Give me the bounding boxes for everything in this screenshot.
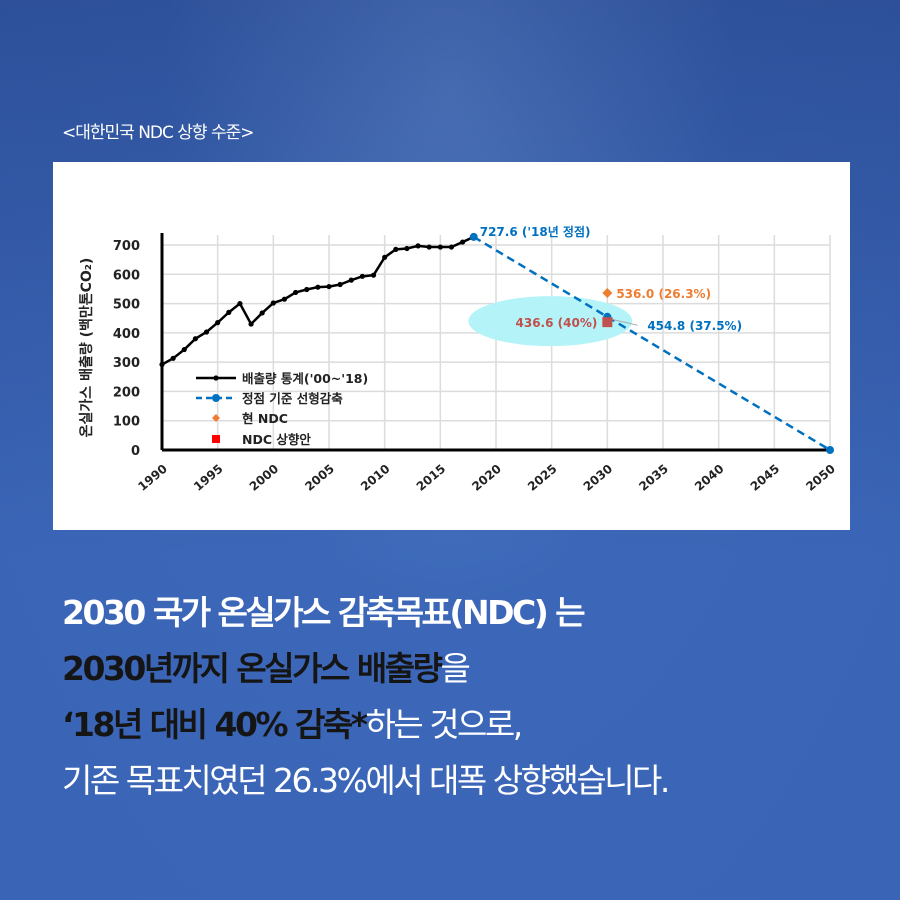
y-tick-label: 700 <box>113 239 140 254</box>
annotation-raised-ndc: 436.6 (40%) <box>516 316 598 330</box>
text-line-2-bold: 2030년까지 온실가스 배출량 <box>62 649 443 688</box>
text-line-3-bold: ‘18년 대비 40% 감축* <box>62 705 368 744</box>
x-tick-label: 1990 <box>135 462 170 494</box>
data-point-emissions <box>259 310 265 316</box>
data-point-emissions <box>448 244 455 250</box>
legend-marker-current-ndc <box>212 414 220 422</box>
y-tick-label: 600 <box>113 268 140 283</box>
data-point-current-ndc <box>602 288 613 299</box>
text-line-2: 2030년까지 온실가스 배출량을 <box>62 641 668 697</box>
x-tick-label: 2000 <box>247 462 282 494</box>
data-point-raised-ndc <box>602 317 613 328</box>
legend-label: 배출량 통계('00~'18) <box>242 371 368 386</box>
y-axis-label: 온실가스 배출량 (백만톤CO₂) <box>78 258 95 438</box>
data-point-emissions <box>359 273 365 279</box>
y-tick-label: 500 <box>113 298 140 313</box>
x-tick-label: 2045 <box>748 462 783 494</box>
data-point-emissions <box>304 286 310 293</box>
series-line-emissions <box>161 235 475 366</box>
data-point-emissions <box>404 245 410 252</box>
data-point-emissions <box>460 239 466 245</box>
x-tick-label: 1995 <box>191 462 226 494</box>
text-line-4: 기존 목표치였던 26.3%에서 대폭 상향했습니다. <box>62 761 670 800</box>
x-tick-label: 2005 <box>302 462 337 494</box>
data-point-emissions <box>181 346 187 353</box>
data-point-emissions <box>326 283 332 290</box>
data-point-emissions <box>226 309 232 315</box>
text-line-3-rest: 하는 것으로, <box>365 705 523 744</box>
annotation-linear: 454.8 (37.5%) <box>647 319 742 333</box>
data-point-emissions <box>393 246 399 252</box>
y-tick-label: 300 <box>113 356 140 371</box>
data-point-emissions <box>348 277 354 283</box>
x-tick-label: 2035 <box>636 462 671 494</box>
legend-label: NDC 상향안 <box>242 432 311 447</box>
data-point-emissions <box>159 361 165 368</box>
data-point-emissions <box>370 272 377 278</box>
data-point-emissions <box>415 243 421 249</box>
data-point-linear <box>826 446 834 454</box>
chart-panel: 0 100 200 300 400 500 600 700 1990 1995 2000 2005 20… <box>53 162 850 530</box>
data-point-emissions <box>237 300 243 307</box>
text-line-1: 2030 국가 온실가스 감축목표(NDC) 는 <box>62 593 586 632</box>
data-point-emissions <box>270 300 276 306</box>
data-point-emissions <box>170 355 176 361</box>
x-tick-label: 2030 <box>581 462 616 494</box>
legend-marker-raised-ndc <box>212 435 220 443</box>
data-point-emissions <box>293 289 299 296</box>
data-point-emissions <box>215 320 221 326</box>
x-tick-label: 2050 <box>803 462 838 494</box>
x-tick-label: 2015 <box>414 462 449 494</box>
data-point-emissions <box>281 296 288 302</box>
y-tick-label: 100 <box>113 415 140 430</box>
x-tick-label: 2025 <box>525 462 560 494</box>
legend-marker-linear <box>212 394 220 402</box>
legend-label: 현 NDC <box>242 411 288 426</box>
data-point-emissions <box>315 284 321 290</box>
data-point-linear <box>469 232 478 241</box>
data-point-emissions <box>382 254 388 260</box>
text-line-3: ‘18년 대비 40% 감축*하는 것으로, <box>62 697 668 753</box>
x-tick-label: 2020 <box>469 462 504 494</box>
data-point-emissions <box>426 244 432 250</box>
text-line-2-rest: 을 <box>440 649 470 688</box>
x-tick-label: 2040 <box>692 462 727 494</box>
data-point-emissions <box>248 321 254 327</box>
data-point-emissions <box>192 336 198 342</box>
data-point-emissions <box>203 329 210 335</box>
legend-marker-emissions <box>213 375 219 381</box>
data-point-emissions <box>337 281 343 288</box>
emissions-chart: 0 100 200 300 400 500 600 700 1990 1995 2000 2005 20… <box>78 224 838 494</box>
data-point-emissions <box>437 244 443 250</box>
legend-label: 정점 기준 선형감축 <box>242 391 343 406</box>
series-line-linear <box>473 235 831 452</box>
description: 2030 국가 온실가스 감축목표(NDC) 는 2030년까지 온실가스 배출… <box>62 585 670 809</box>
chart-subtitle: <대한민국 NDC 상향 수준> <box>62 123 254 143</box>
y-tick-label: 400 <box>113 327 140 342</box>
annotation-peak: 727.6 ('18년 정점) <box>480 224 591 239</box>
annotation-current-ndc: 536.0 (26.3%) <box>616 287 711 301</box>
y-tick-label: 200 <box>113 385 140 400</box>
x-tick-label: 2010 <box>358 462 393 494</box>
y-tick-label: 0 <box>131 444 140 459</box>
